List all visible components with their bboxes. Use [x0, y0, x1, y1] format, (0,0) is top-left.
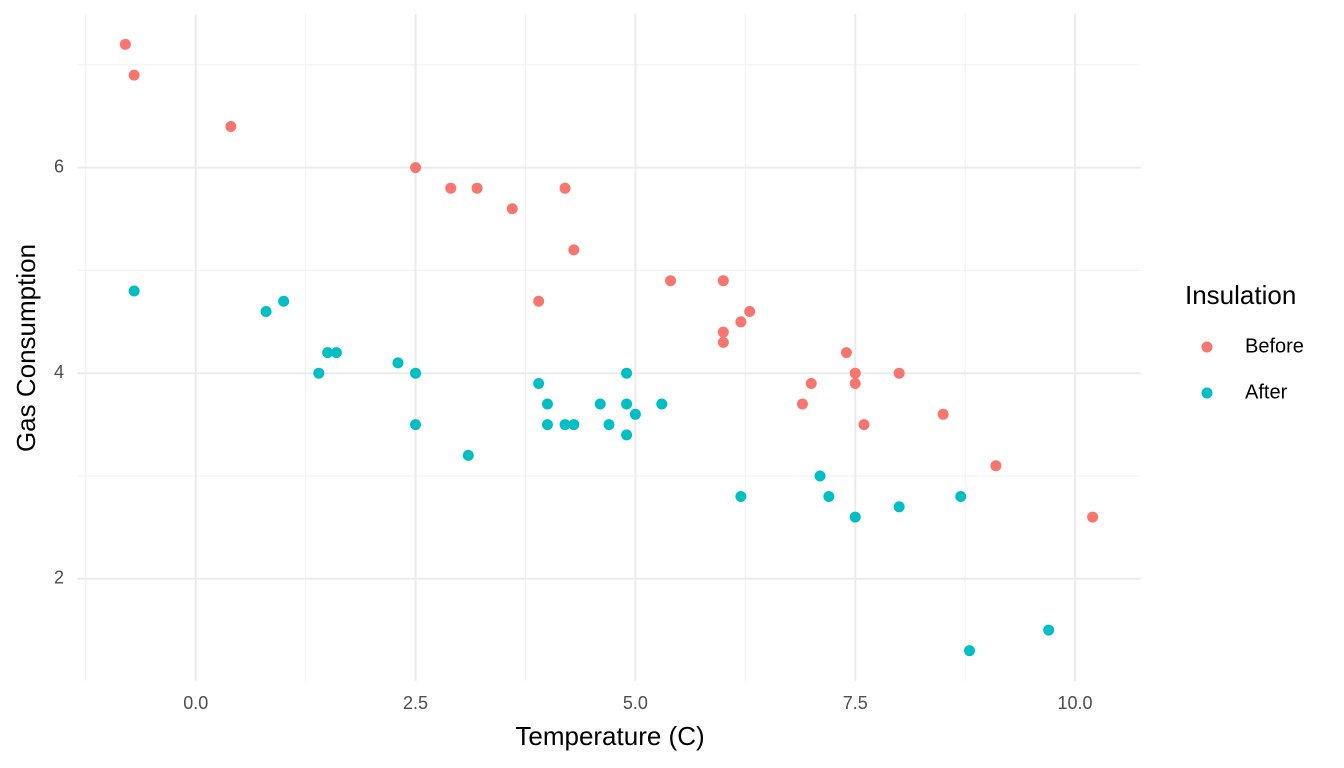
point: [559, 419, 571, 431]
point: [1043, 624, 1055, 636]
point: [823, 491, 835, 503]
point: [568, 419, 580, 431]
point: [893, 501, 905, 513]
point: [533, 377, 545, 389]
point: [410, 367, 422, 379]
point: [541, 419, 553, 431]
point: [322, 347, 334, 359]
legend-title: Insulation: [1185, 280, 1296, 310]
x-tick-label: 7.5: [843, 693, 868, 713]
point: [858, 419, 870, 431]
point: [665, 275, 677, 287]
point: [392, 357, 404, 369]
point: [445, 182, 457, 194]
point: [796, 398, 808, 410]
point: [735, 316, 747, 328]
point: [1087, 511, 1099, 523]
y-tick-label: 2: [54, 567, 64, 587]
x-axis-title: Temperature (C): [515, 721, 704, 751]
point: [559, 182, 571, 194]
x-tick-label: 2.5: [403, 693, 428, 713]
point: [506, 203, 518, 215]
point: [410, 162, 422, 174]
point: [744, 306, 756, 318]
point: [805, 377, 817, 389]
point: [471, 182, 483, 194]
point: [225, 121, 237, 133]
legend-label: After: [1245, 381, 1288, 403]
point: [330, 347, 342, 359]
point: [849, 511, 861, 523]
point: [621, 398, 633, 410]
x-tick-label: 10.0: [1058, 693, 1093, 713]
point: [814, 470, 826, 482]
y-tick-label: 6: [54, 156, 64, 176]
point: [964, 645, 976, 657]
point: [656, 398, 668, 410]
point: [541, 398, 553, 410]
point: [128, 285, 140, 297]
legend-key: [1201, 387, 1213, 399]
y-tick-label: 4: [54, 362, 64, 382]
point: [603, 419, 615, 431]
point: [533, 295, 545, 307]
point: [717, 275, 729, 287]
point: [260, 306, 272, 318]
point: [128, 69, 140, 81]
point: [735, 491, 747, 503]
point: [629, 408, 641, 420]
point: [849, 377, 861, 389]
point: [621, 367, 633, 379]
point: [849, 367, 861, 379]
point: [410, 419, 422, 431]
point: [893, 367, 905, 379]
point: [717, 336, 729, 348]
point: [462, 449, 474, 461]
x-tick-label: 5.0: [623, 693, 648, 713]
point: [717, 326, 729, 338]
point: [278, 295, 290, 307]
point: [937, 408, 949, 420]
point: [119, 38, 131, 50]
x-tick-label: 0.0: [183, 693, 208, 713]
point: [594, 398, 606, 410]
y-axis-title: Gas Consumption: [11, 244, 41, 452]
point: [955, 491, 967, 503]
point: [990, 460, 1002, 472]
point: [313, 367, 325, 379]
point: [568, 244, 580, 256]
point: [840, 347, 852, 359]
legend-label: Before: [1245, 335, 1304, 357]
point: [621, 429, 633, 441]
legend-key: [1201, 341, 1213, 353]
